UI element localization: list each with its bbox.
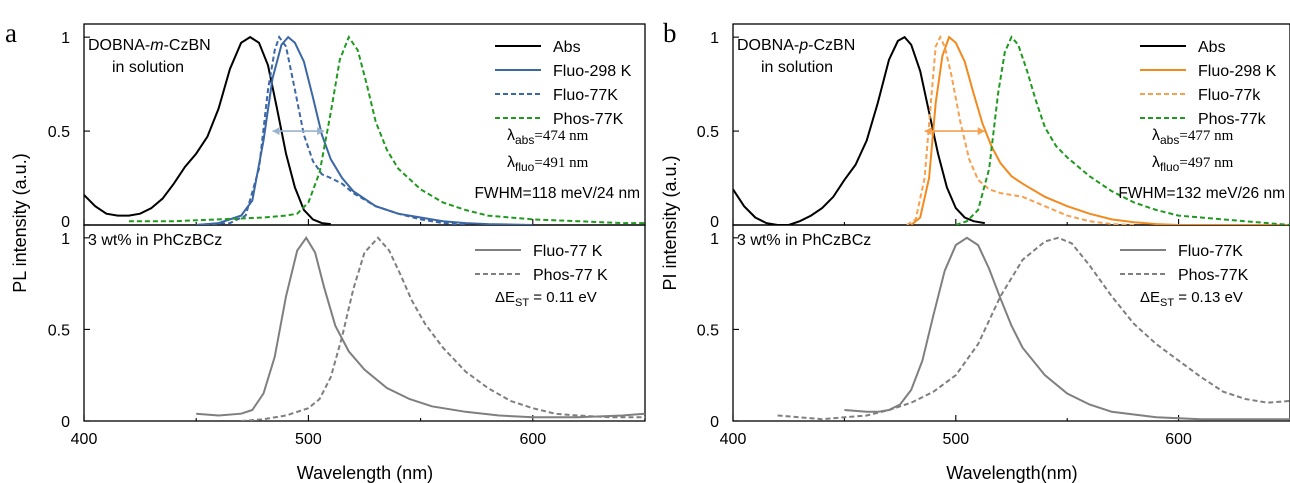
- fwhm-arrow-head-left: [924, 127, 932, 136]
- lambda-fluo-value: =497 nm: [1179, 155, 1233, 171]
- x-tick-label: 400: [71, 431, 98, 448]
- lambda-fluo-prefix: λ: [1152, 154, 1160, 171]
- annotation-title-part: -CzBN: [808, 37, 855, 54]
- top-legend-label: Fluo-77K: [553, 87, 618, 104]
- lambda-abs: λabs=477 nm: [1152, 127, 1234, 147]
- top-series-abs: [733, 35, 985, 225]
- annotation-title-part: p: [798, 37, 808, 54]
- bottom-plot-frame: [83, 224, 646, 422]
- delta-est-prefix: ΔE: [495, 289, 515, 306]
- lambda-fluo-sub: fluo: [1160, 160, 1180, 174]
- lambda-fluo-sub: fluo: [515, 160, 535, 174]
- delta-est: ΔEST = 0.11 eV: [495, 289, 597, 309]
- top-series-fluo-298-k: [910, 35, 1290, 225]
- x-tick-label: 400: [720, 431, 747, 448]
- bottom-y-tick-label: 1: [61, 231, 70, 248]
- lambda-fluo: λfluo=497 nm: [1152, 154, 1234, 174]
- x-tick-label: 600: [1165, 431, 1192, 448]
- x-axis-label: Wavelength(nm): [946, 463, 1077, 483]
- fwhm-arrow-head-right: [317, 127, 325, 136]
- top-legend-label: Fluo-298 K: [1198, 63, 1277, 80]
- y-axis-label: PI intensity (a.u.): [660, 155, 680, 290]
- delta-est-prefix: ΔE: [1140, 289, 1160, 306]
- fwhm-text: FWHM=132 meV/26 nm: [1118, 185, 1285, 202]
- panel-b: bPI intensity (a.u.)Wavelength(nm)0.5100…: [660, 18, 1290, 483]
- x-tick-label: 500: [295, 431, 322, 448]
- bottom-y-tick-label: 0.5: [697, 322, 719, 339]
- lambda-abs-sub: abs: [515, 133, 534, 147]
- lambda-abs: λabs=474 nm: [507, 127, 589, 147]
- bottom-legend-label: Phos-77 K: [533, 267, 608, 284]
- top-annotation-sub: in solution: [761, 59, 833, 76]
- panel-letter: a: [5, 18, 17, 48]
- fwhm-arrow-head-right: [977, 127, 985, 136]
- top-y-tick-label-zero: 0: [710, 214, 719, 231]
- top-legend-label: Abs: [1198, 39, 1226, 56]
- bottom-plot-frame: [732, 224, 1290, 422]
- top-y-tick-label-zero: 0: [61, 214, 70, 231]
- delta-est-sub: ST: [515, 297, 529, 309]
- lambda-abs-sub: abs: [1160, 133, 1179, 147]
- x-tick-label: 500: [942, 431, 969, 448]
- top-legend-label: Fluo-298 K: [553, 63, 632, 80]
- delta-est-sub: ST: [1160, 297, 1174, 309]
- bottom-legend-label: Fluo-77 K: [533, 243, 603, 260]
- bottom-y-tick-label: 1: [710, 231, 719, 248]
- annotation-title-part: DOBNA-: [737, 37, 799, 54]
- y-axis-label: PL intensity (a.u.): [10, 153, 30, 292]
- top-legend-label: Phos-77k: [1198, 111, 1267, 128]
- bottom-series-phos-77-k: [241, 236, 645, 421]
- top-legend-label: Fluo-77k: [1198, 87, 1261, 104]
- annotation-title-part: -CzBN: [164, 37, 211, 54]
- annotation-title-part: DOBNA-: [88, 37, 150, 54]
- top-annotation-title: DOBNA-p-CzBN: [737, 37, 855, 54]
- top-series-phos-77k: [128, 34, 645, 225]
- annotation-title-part: m: [150, 37, 163, 54]
- lambda-abs-prefix: λ: [1152, 127, 1160, 144]
- top-series-phos-77k: [955, 35, 1290, 225]
- fwhm-text: FWHM=118 meV/24 nm: [474, 185, 640, 202]
- top-y-tick-label: 0.5: [697, 124, 719, 141]
- top-annotation-sub: in solution: [112, 59, 184, 76]
- bottom-series-fluo-77-k: [196, 235, 645, 419]
- lambda-abs-value: =474 nm: [534, 128, 588, 144]
- top-annotation-title: DOBNA-m-CzBN: [88, 37, 211, 54]
- panel-letter: b: [663, 18, 677, 48]
- top-series-fluo-77k: [906, 34, 1135, 225]
- delta-est-value: = 0.11 eV: [529, 289, 597, 306]
- delta-est: ΔEST = 0.13 eV: [1140, 289, 1243, 309]
- bottom-y-tick-label: 0.5: [48, 322, 70, 339]
- top-series-abs: [84, 35, 331, 225]
- top-series-fluo-77k: [196, 34, 466, 225]
- bottom-y-tick-label: 0: [61, 414, 70, 431]
- delta-est-value: = 0.13 eV: [1174, 289, 1243, 306]
- top-y-tick-label: 0.5: [48, 124, 70, 141]
- bottom-legend-label: Fluo-77K: [1178, 243, 1243, 260]
- x-tick-label: 600: [519, 431, 546, 448]
- top-legend-label: Phos-77K: [553, 111, 624, 128]
- panel-a: aPL intensity (a.u.)Wavelength (nm)0.510…: [5, 18, 646, 483]
- bottom-y-tick-label: 0: [710, 414, 719, 431]
- lambda-abs-value: =477 nm: [1179, 128, 1233, 144]
- top-legend-label: Abs: [553, 39, 581, 56]
- lambda-fluo: λfluo=491 nm: [507, 154, 589, 174]
- lambda-fluo-prefix: λ: [507, 154, 515, 171]
- bottom-legend-label: Phos-77K: [1178, 267, 1249, 284]
- bottom-annotation-title: 3 wt% in PhCzBCz: [88, 232, 222, 249]
- bottom-annotation-title: 3 wt% in PhCzBCz: [737, 232, 871, 249]
- bottom-series-phos-77k: [777, 236, 1290, 421]
- fwhm-arrow-head-left: [272, 127, 280, 136]
- lambda-fluo-value: =491 nm: [534, 155, 588, 171]
- top-y-tick-label: 1: [710, 30, 719, 47]
- lambda-abs-prefix: λ: [507, 127, 515, 144]
- top-y-tick-label: 1: [61, 30, 70, 47]
- x-axis-label: Wavelength (nm): [297, 463, 433, 483]
- bottom-series-fluo-77k: [844, 236, 1290, 421]
